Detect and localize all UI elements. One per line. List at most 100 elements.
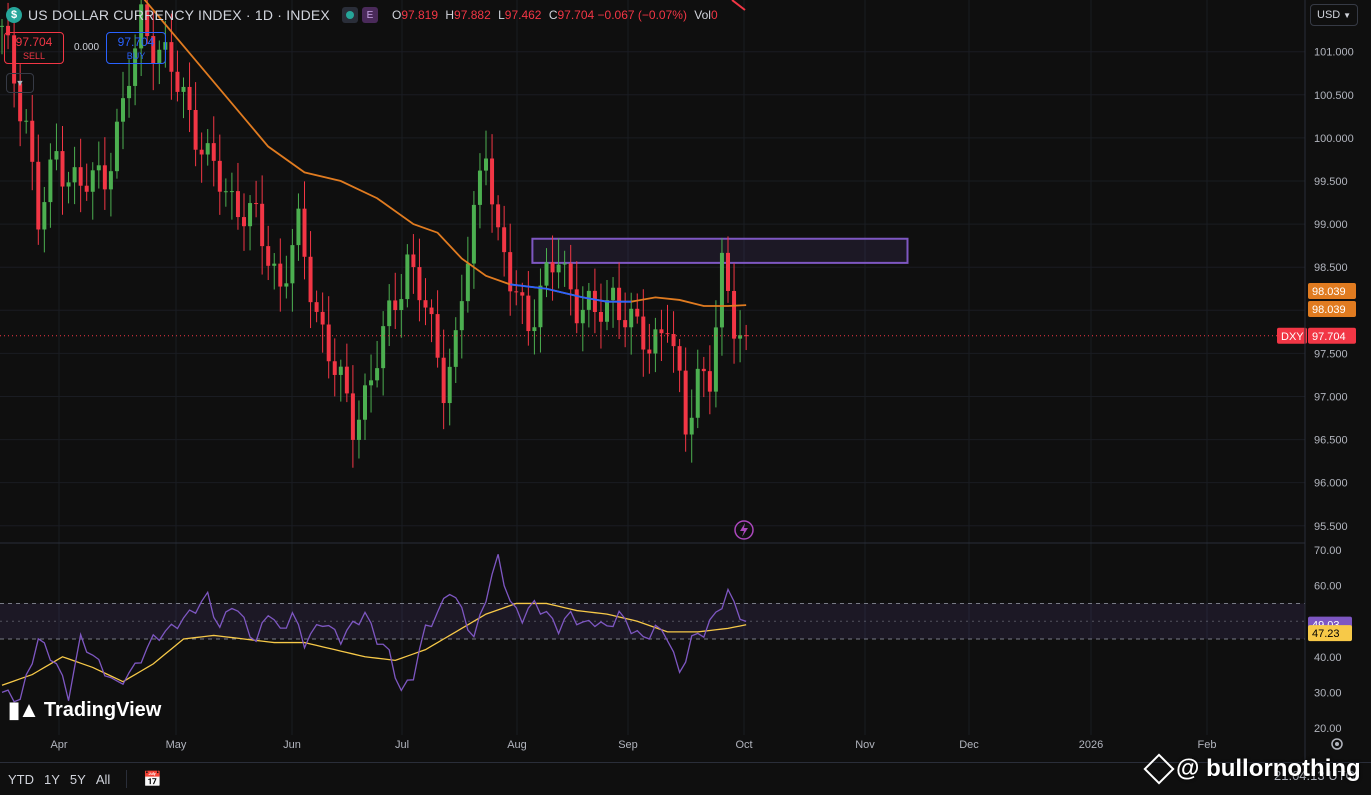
range-ytd-button[interactable]: YTD (8, 771, 34, 787)
candle (127, 59, 132, 118)
diamond-icon (1143, 753, 1175, 785)
symbol-title[interactable]: US DOLLAR CURRENCY INDEX · 1D · INDEX (28, 7, 330, 23)
candle-body (526, 295, 531, 332)
price-tick-label: 96.500 (1314, 435, 1348, 447)
candle (24, 109, 29, 134)
candle (139, 0, 144, 76)
candle-body (72, 167, 77, 183)
candle-body (326, 324, 331, 362)
candle (568, 244, 573, 316)
buy-button[interactable]: 97.704 BUY (106, 32, 166, 64)
candle (399, 273, 404, 338)
sell-button[interactable]: 97.704 SELL (4, 32, 64, 64)
candle (290, 228, 295, 312)
calendar-icon[interactable]: 📅 (143, 771, 162, 788)
candle-body (726, 252, 730, 291)
candle (496, 195, 501, 241)
candle (193, 82, 198, 167)
candle-body (665, 333, 670, 335)
candle (586, 282, 591, 328)
candle (169, 13, 174, 100)
candle (266, 225, 271, 281)
earnings-badge[interactable]: E (361, 7, 378, 23)
candle-body (387, 300, 392, 327)
candle-body (459, 301, 464, 331)
tradingview-logo[interactable]: ▮▲ TradingView (8, 697, 161, 723)
candle-body (635, 308, 640, 317)
candle (0, 18, 4, 55)
candle (369, 354, 374, 413)
range-5y-button[interactable]: 5Y (69, 771, 86, 787)
candle-body (447, 366, 452, 404)
candle (151, 11, 156, 91)
candle-body (266, 246, 271, 266)
lightning-icon[interactable] (734, 520, 754, 540)
time-tick-label: 2026 (1079, 739, 1103, 751)
price-tick-label: 96.000 (1314, 478, 1348, 490)
market-status-icon[interactable] (341, 7, 358, 23)
candle (78, 138, 83, 213)
candle (435, 290, 440, 368)
candle (405, 244, 410, 308)
candle (157, 40, 162, 85)
candle-body (84, 185, 89, 192)
candle-body (550, 262, 555, 273)
candle-body (363, 385, 367, 420)
candle (484, 130, 488, 186)
candle (254, 180, 259, 218)
range-all-button[interactable]: All (95, 771, 111, 787)
candle-body (78, 167, 83, 186)
candle-body (502, 227, 507, 253)
candle (199, 132, 204, 183)
candle-body (302, 208, 307, 257)
candle-body (242, 217, 246, 227)
candle-body (344, 366, 349, 394)
candle (514, 270, 519, 306)
candle-body (175, 71, 180, 92)
range-1y-button[interactable]: 1Y (44, 771, 60, 787)
candle-body (375, 368, 380, 381)
candle-body (308, 256, 313, 303)
candle-body (6, 25, 11, 36)
candle (508, 223, 513, 316)
settings-gear-icon[interactable] (1331, 738, 1343, 750)
candle (411, 234, 416, 294)
candle (18, 64, 23, 147)
candle (538, 268, 543, 353)
currency-selector[interactable]: USD ▼ (1310, 4, 1358, 26)
watermark-text: @ bullornothing (1176, 755, 1361, 782)
rsi-tick-label: 60.00 (1314, 581, 1342, 593)
candle-body (332, 361, 337, 375)
candle (635, 293, 640, 324)
candle (187, 62, 192, 133)
candle-body (623, 320, 628, 328)
candle (181, 77, 186, 119)
candle (526, 271, 531, 346)
candle-body (689, 417, 694, 435)
candle-body (719, 252, 724, 328)
price-tick-label: 95.500 (1314, 521, 1348, 533)
time-tick-label: Sep (618, 739, 638, 751)
candle-body (0, 25, 4, 27)
candle-body (465, 263, 470, 302)
candle-body (417, 267, 422, 301)
candle-body (641, 316, 646, 350)
rsi-signal-label-text: 47.23 (1312, 628, 1340, 640)
tradingview-wordmark: TradingView (43, 698, 162, 721)
candle (284, 255, 289, 299)
candle-body (205, 143, 210, 155)
candle-body (653, 329, 658, 354)
symbol-price-tag: DXY (1277, 327, 1307, 344)
candle (48, 143, 53, 228)
candle-body (381, 326, 386, 369)
candle (490, 134, 495, 233)
candle (308, 231, 313, 329)
utc-clock[interactable]: 21:04:13 UTC (1274, 768, 1355, 783)
candle-body (320, 311, 325, 325)
current-price-label-text: 97.704 (1312, 331, 1346, 343)
candle (36, 134, 41, 245)
time-tick-label: Jul (395, 739, 409, 751)
collapse-button[interactable]: ▼ (6, 73, 34, 93)
candle-body (272, 263, 277, 266)
